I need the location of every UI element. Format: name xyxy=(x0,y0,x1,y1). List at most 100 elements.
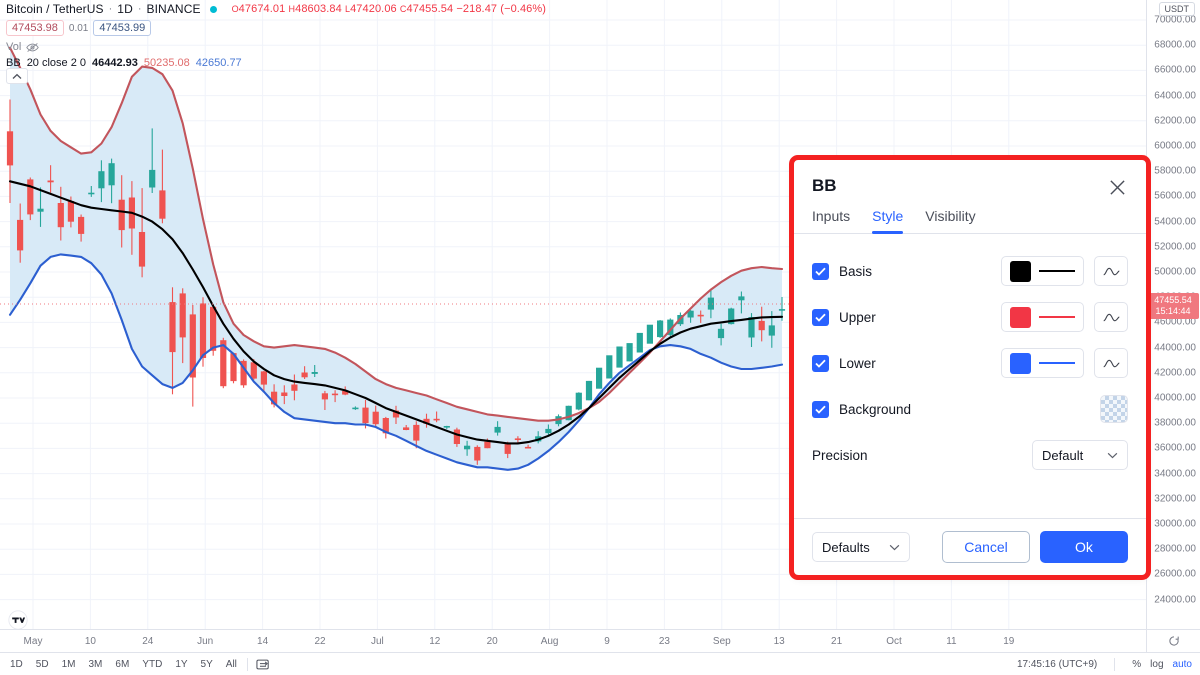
cancel-button[interactable]: Cancel xyxy=(942,531,1030,563)
color-swatch-lower[interactable] xyxy=(1010,352,1031,374)
range-button-5d[interactable]: 5D xyxy=(35,658,49,670)
range-button-5y[interactable]: 5Y xyxy=(200,658,213,670)
calendar-toggle-icon[interactable] xyxy=(256,658,270,671)
candle-body xyxy=(362,407,369,424)
legend-collapse-button[interactable] xyxy=(6,68,28,84)
close-icon[interactable] xyxy=(1106,176,1128,198)
symbol-name[interactable]: Bitcoin / TetherUS xyxy=(6,2,104,16)
checkbox-lower[interactable] xyxy=(812,354,829,372)
high-value: 48603.84 xyxy=(295,3,342,15)
price-tick: 66000.00 xyxy=(1154,64,1196,76)
line-style-button-basis[interactable] xyxy=(1094,256,1128,286)
legend-symbol-row[interactable]: Bitcoin / TetherUS · 1D · BINANCE O47674… xyxy=(6,2,546,16)
high-label: H xyxy=(288,4,296,14)
candle-body xyxy=(6,131,14,166)
range-button-1y[interactable]: 1Y xyxy=(175,658,188,670)
price-tick: 44000.00 xyxy=(1154,342,1196,354)
chart-interval[interactable]: 1D xyxy=(117,2,133,16)
line-style-button-upper[interactable] xyxy=(1094,302,1128,332)
time-tick: 19 xyxy=(1003,636,1015,647)
line-width-sample-basis[interactable] xyxy=(1039,270,1075,272)
price-tick: 26000.00 xyxy=(1154,568,1196,580)
candle-body xyxy=(260,371,267,385)
range-button-ytd[interactable]: YTD xyxy=(142,658,163,670)
range-button-1d[interactable]: 1D xyxy=(10,658,23,670)
candle-body xyxy=(352,407,359,410)
legend-separator-2: · xyxy=(137,3,142,15)
price-tick: 24000.00 xyxy=(1154,594,1196,606)
ask-price[interactable]: 47453.99 xyxy=(93,20,152,36)
tab-style[interactable]: Style xyxy=(872,208,904,234)
eye-off-icon[interactable] xyxy=(26,42,40,53)
price-tick: 56000.00 xyxy=(1154,190,1196,202)
price-axis[interactable]: USDT 70000.00 68000.00 66000.00 64000.00 620… xyxy=(1146,0,1200,629)
candle-body xyxy=(78,216,85,234)
toolbar-divider-2 xyxy=(1114,657,1116,671)
candle-body xyxy=(667,319,674,335)
color-and-width-picker-upper[interactable] xyxy=(1001,302,1084,332)
candle-body xyxy=(108,163,115,186)
spread-value: 0.01 xyxy=(68,22,89,34)
time-axis[interactable]: May 10 24 Jun 14 22 Jul 12 20 Aug 9 23 Sep 13 21 Oct 11 1… xyxy=(0,629,1146,652)
color-swatch-upper[interactable] xyxy=(1010,306,1031,328)
candle-body xyxy=(768,325,775,336)
bb-settings-dialog-wrapper: BB Inputs Style Visibility Basis Upper Lower… xyxy=(789,155,1151,580)
bb-indicator-name[interactable]: BB xyxy=(6,57,21,69)
price-tick: 30000.00 xyxy=(1154,518,1196,530)
bb-indicator-legend[interactable]: BB 20 close 2 0 46442.93 50235.08 42650.… xyxy=(6,57,546,69)
dialog-title: BB xyxy=(812,176,837,195)
candle-body xyxy=(37,208,44,212)
ok-button[interactable]: Ok xyxy=(1040,531,1128,563)
range-button-all[interactable]: All xyxy=(225,658,237,670)
current-price-time: 15:14:44 xyxy=(1155,306,1191,317)
precision-select[interactable]: Default xyxy=(1032,440,1128,470)
candle-body xyxy=(138,232,146,267)
market-status-dot xyxy=(209,5,217,13)
tab-inputs[interactable]: Inputs xyxy=(812,208,851,224)
currency-badge[interactable]: USDT xyxy=(1158,2,1195,16)
dialog-tabs: Inputs Style Visibility xyxy=(794,198,1146,234)
candle-body xyxy=(636,332,643,353)
ohlc-values: O47674.01 H48603.84 L47420.06 C47455.54 … xyxy=(232,3,546,15)
tab-visibility[interactable]: Visibility xyxy=(925,208,976,224)
style-row-label: Lower xyxy=(839,355,876,371)
exchange-name[interactable]: BINANCE xyxy=(146,2,201,16)
tradingview-logo[interactable] xyxy=(8,610,28,629)
color-swatch-background[interactable] xyxy=(1100,395,1128,423)
log-scale-button[interactable]: log xyxy=(1150,658,1164,670)
candle-body xyxy=(423,418,430,424)
time-tick: 11 xyxy=(946,636,957,647)
checkbox-basis[interactable] xyxy=(812,262,829,280)
color-and-width-picker-basis[interactable] xyxy=(1001,256,1084,286)
defaults-select[interactable]: Defaults xyxy=(812,532,910,562)
color-and-width-picker-lower[interactable] xyxy=(1001,348,1084,378)
legend-separator-1: · xyxy=(108,3,113,15)
bid-ask-row: 47453.98 0.01 47453.99 xyxy=(6,20,546,36)
bb-indicator-params: 20 close 2 0 xyxy=(26,57,87,69)
checkbox-background[interactable] xyxy=(812,400,829,418)
candle-body xyxy=(717,328,725,339)
time-axis-settings[interactable] xyxy=(1146,629,1200,652)
range-button-3m[interactable]: 3M xyxy=(88,658,103,670)
candle-body xyxy=(321,393,328,400)
volume-legend-row[interactable]: Vol xyxy=(6,41,546,53)
check-icon xyxy=(815,267,826,276)
line-width-sample-lower[interactable] xyxy=(1039,362,1075,364)
range-button-6m[interactable]: 6M xyxy=(115,658,130,670)
color-swatch-basis[interactable] xyxy=(1010,260,1031,282)
line-width-sample-upper[interactable] xyxy=(1039,316,1075,318)
style-row-background: Background xyxy=(812,386,1128,432)
line-style-icon xyxy=(1103,313,1119,321)
auto-scale-button[interactable]: auto xyxy=(1172,658,1192,670)
checkbox-upper[interactable] xyxy=(812,308,829,326)
candle-body xyxy=(392,410,400,418)
candle-body xyxy=(118,199,125,231)
range-button-1m[interactable]: 1M xyxy=(61,658,76,670)
percent-scale-button[interactable]: % xyxy=(1132,658,1142,670)
bid-price[interactable]: 47453.98 xyxy=(6,20,64,36)
candle-body xyxy=(210,306,217,351)
candle-body xyxy=(331,393,339,396)
candle-body xyxy=(311,372,318,374)
line-style-button-lower[interactable] xyxy=(1094,348,1128,378)
